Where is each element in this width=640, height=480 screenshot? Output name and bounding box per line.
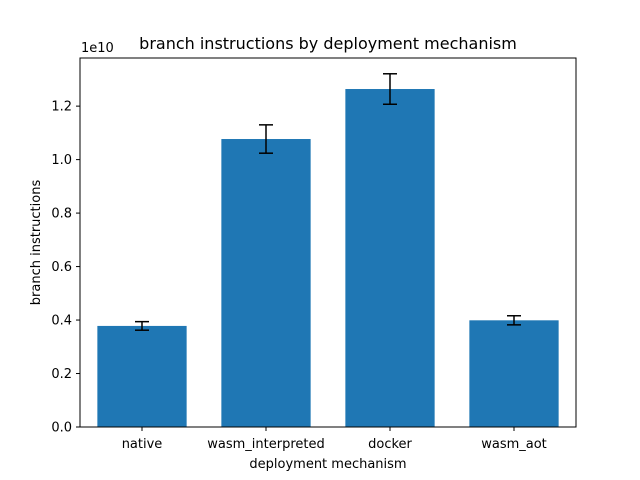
x-axis-label: deployment mechanism <box>249 457 406 472</box>
y-tick-label: 0.4 <box>51 314 72 329</box>
x-ticks-group: native wasm_interpreted docker wasm_aot <box>122 427 547 452</box>
bars-group <box>97 89 559 427</box>
y-tick-label: 1.0 <box>51 153 72 168</box>
y-axis-label: branch instructions <box>29 180 44 306</box>
x-tick-label: wasm_interpreted <box>207 437 324 452</box>
y-tick-label: 0.0 <box>51 421 72 436</box>
error-bar-docker <box>383 73 397 106</box>
bar-docker <box>345 89 435 427</box>
y-tick-label: 0.8 <box>51 207 72 222</box>
plot-frame <box>79 57 577 428</box>
y-tick-label: 1.2 <box>51 100 72 115</box>
y-tick-label: 0.6 <box>51 260 72 275</box>
error-bar-native <box>135 320 149 331</box>
bar-wasm_aot <box>469 320 559 427</box>
chart-title: branch instructions by deployment mechan… <box>139 34 517 53</box>
y-tick-label: 0.2 <box>51 367 72 382</box>
error-bar-wasm_interpreted <box>259 124 273 154</box>
error-bars-group <box>135 73 521 331</box>
y-ticks-group: 0.0 0.2 0.4 0.6 0.8 1.0 1.2 <box>51 100 80 436</box>
x-tick-label: native <box>122 437 163 452</box>
bar-native <box>97 325 187 427</box>
y-axis-offset-label: 1e10 <box>81 41 114 56</box>
error-bar-wasm_aot <box>507 315 521 326</box>
x-tick-label: wasm_aot <box>481 437 547 452</box>
x-tick-label: docker <box>368 437 412 452</box>
bar-wasm_interpreted <box>221 139 311 427</box>
